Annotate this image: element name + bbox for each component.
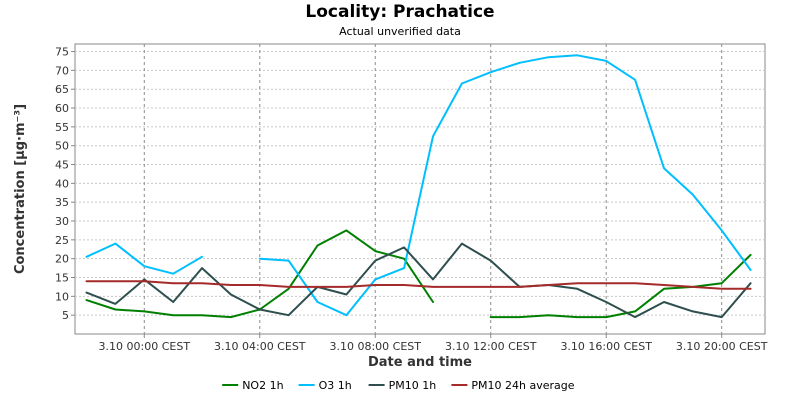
x-tick-label: 3.10 16:00 CEST: [560, 340, 652, 353]
y-tick-label: 20: [55, 253, 69, 266]
x-tick-label: 3.10 00:00 CEST: [99, 340, 191, 353]
legend-item: NO2 1h: [222, 379, 284, 392]
y-tick-label: 60: [55, 102, 69, 115]
y-tick-label: 45: [55, 159, 69, 172]
x-tick-label: 3.10 12:00 CEST: [445, 340, 537, 353]
legend: NO2 1h O3 1h PM10 1h PM10 24h average: [222, 379, 575, 392]
legend-label: PM10 24h average: [471, 379, 574, 392]
series-pm10-24h-average: [85, 280, 752, 290]
series-line: [85, 280, 752, 290]
y-tick-label: 25: [55, 234, 69, 247]
y-axis-ticks: 5 10 15 20 25 30 35 40 45 50 55 60 65 70 75: [55, 46, 75, 322]
series-o3-1h: [85, 54, 752, 317]
x-axis-ticks: 3.10 00:00 CEST 3.10 04:00 CEST 3.10 08:00…: [99, 334, 768, 353]
y-tick-label: 65: [55, 83, 69, 96]
y-tick-label: 30: [55, 215, 69, 228]
chart-subtitle: Actual unverified data: [339, 25, 461, 38]
y-tick-label: 70: [55, 64, 69, 77]
chart-title: Locality: Prachatice: [305, 2, 494, 22]
series-pm10-1h: [85, 242, 752, 319]
legend-item: PM10 24h average: [451, 379, 575, 392]
series-line: [258, 54, 752, 317]
series-line: [489, 253, 752, 319]
x-axis-label: Date and time: [368, 355, 472, 370]
x-tick-label: 3.10 20:00 CEST: [676, 340, 768, 353]
legend-item: PM10 1h: [368, 379, 437, 392]
legend-item: O3 1h: [298, 379, 352, 392]
y-tick-label: 10: [55, 290, 69, 303]
y-tick-label: 75: [55, 46, 69, 59]
y-tick-label: 40: [55, 177, 69, 190]
legend-label: PM10 1h: [389, 379, 437, 392]
y-axis-label: Concentration [µg·m⁻³]: [13, 104, 28, 274]
x-tick-label: 3.10 04:00 CEST: [214, 340, 306, 353]
y-tick-label: 55: [55, 121, 69, 134]
series-lines: [85, 54, 752, 319]
series-line: [85, 242, 752, 319]
series-line: [85, 242, 203, 275]
y-tick-label: 15: [55, 272, 69, 285]
y-tick-label: 5: [62, 309, 69, 322]
legend-label: O3 1h: [319, 379, 352, 392]
legend-label: NO2 1h: [242, 379, 283, 392]
y-tick-label: 50: [55, 140, 69, 153]
y-tick-label: 35: [55, 196, 69, 209]
x-tick-label: 3.10 08:00 CEST: [329, 340, 421, 353]
